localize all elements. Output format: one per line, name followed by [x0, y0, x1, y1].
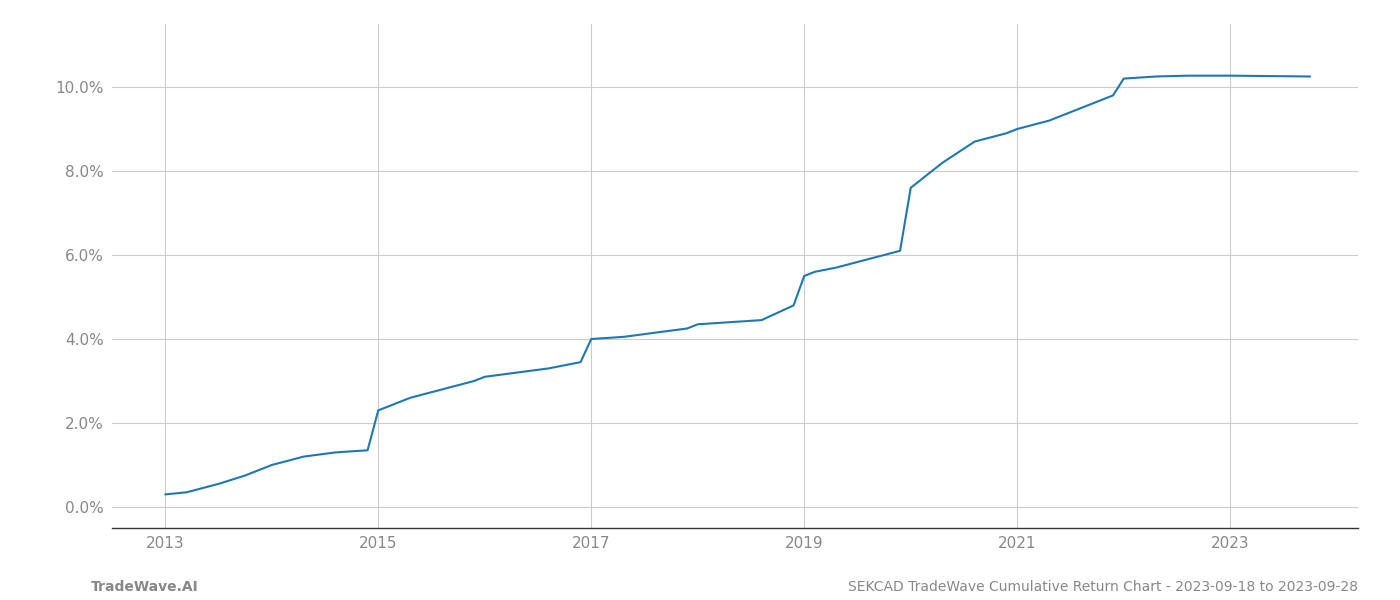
- Text: SEKCAD TradeWave Cumulative Return Chart - 2023-09-18 to 2023-09-28: SEKCAD TradeWave Cumulative Return Chart…: [848, 580, 1358, 594]
- Text: TradeWave.AI: TradeWave.AI: [91, 580, 199, 594]
